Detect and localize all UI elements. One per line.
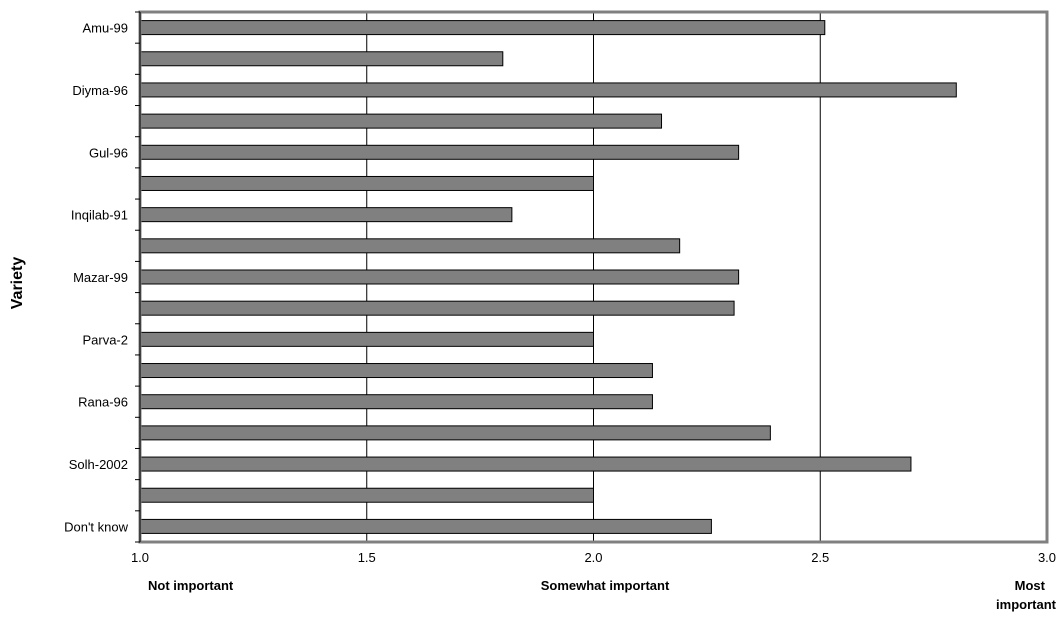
bar bbox=[139, 331, 594, 347]
x-anchor-labels: Not important Somewhat important Most impor… bbox=[148, 578, 1057, 612]
category-label: Rana-96 bbox=[78, 395, 128, 410]
category-label: Parva-2 bbox=[82, 332, 128, 347]
x-tick-label: 3.0 bbox=[1038, 550, 1056, 565]
bar bbox=[139, 487, 594, 503]
bar bbox=[139, 456, 912, 472]
bar bbox=[139, 82, 957, 98]
x-anchor-label: Most bbox=[1015, 578, 1046, 593]
category-labels: Amu-99 Diyma-96 Gul-96 Inqilab-91 Mazar-99 Pa… bbox=[64, 21, 129, 535]
x-anchor-label: important bbox=[996, 597, 1057, 612]
x-tick-label: 2.5 bbox=[811, 550, 829, 565]
bar bbox=[139, 113, 663, 129]
y-axis-title: Variety bbox=[9, 257, 26, 310]
bar bbox=[139, 394, 653, 410]
category-label: Inqilab-91 bbox=[71, 208, 128, 223]
x-anchor-label: Not important bbox=[148, 578, 234, 593]
bar bbox=[139, 51, 504, 67]
category-label: Solh-2002 bbox=[69, 457, 128, 472]
category-label: Mazar-99 bbox=[73, 270, 128, 285]
bar bbox=[139, 20, 826, 36]
x-tick-labels: 1.0 1.5 2.0 2.5 3.0 bbox=[131, 550, 1056, 565]
bar bbox=[139, 300, 735, 316]
category-label: Amu-99 bbox=[82, 21, 128, 36]
x-anchor-label: Somewhat important bbox=[541, 578, 670, 593]
category-label: Don't know bbox=[64, 519, 129, 534]
category-label: Gul-96 bbox=[89, 145, 128, 160]
bar bbox=[139, 518, 712, 534]
bar bbox=[139, 207, 513, 223]
bar bbox=[139, 175, 594, 191]
x-tick-label: 1.0 bbox=[131, 550, 149, 565]
bar bbox=[139, 425, 771, 441]
bar bbox=[139, 144, 740, 160]
x-tick-label: 1.5 bbox=[358, 550, 376, 565]
bar bbox=[139, 238, 681, 254]
bar bbox=[139, 363, 653, 379]
bars bbox=[139, 20, 957, 534]
category-label: Diyma-96 bbox=[72, 83, 128, 98]
x-tick-label: 2.0 bbox=[584, 550, 602, 565]
y-ticks bbox=[135, 11, 140, 543]
bar bbox=[139, 269, 740, 285]
